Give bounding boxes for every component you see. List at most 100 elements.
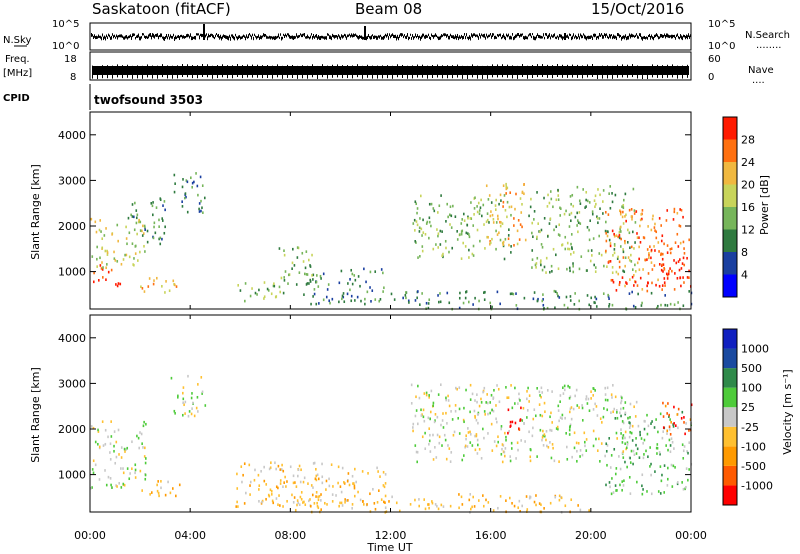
echo-cell [471, 444, 474, 447]
sky-sample [563, 36, 564, 39]
echo-cell [442, 426, 445, 429]
echo-cell [650, 492, 653, 496]
echo-cell [486, 235, 488, 239]
echo-cell [586, 402, 589, 405]
sky-sample [605, 33, 606, 38]
sky-sample [173, 33, 174, 37]
echo-cell [568, 213, 571, 216]
echo-cell [624, 239, 626, 243]
echo-cell [663, 277, 666, 280]
echo-cell [317, 506, 320, 510]
echo-cell [156, 489, 159, 493]
echo-cell [569, 395, 572, 399]
sky-sample [374, 35, 375, 39]
echo-cell [605, 249, 607, 253]
echo-cell [660, 479, 663, 483]
echo-cell [109, 458, 112, 461]
sky-sample [309, 36, 310, 40]
sky-sample [487, 35, 488, 39]
echo-cell [602, 292, 605, 295]
echo-cell [589, 219, 592, 223]
echo-cell [665, 444, 667, 447]
echo-cell [155, 206, 158, 209]
echo-cell [624, 430, 627, 434]
echo-cell [567, 384, 569, 388]
echo-cell [486, 401, 489, 405]
echo-cell [624, 241, 626, 245]
echo-cell [624, 401, 627, 404]
echo-cell [510, 245, 512, 248]
echo-cell [437, 393, 440, 396]
sky-sample [226, 35, 227, 39]
echo-cell [597, 221, 599, 225]
freq-sample [587, 64, 588, 78]
sky-sample [625, 34, 626, 38]
echo-cell [160, 486, 162, 490]
echo-cell [428, 427, 431, 430]
echo-cell [630, 253, 632, 257]
echo-cell [270, 292, 273, 296]
sky-trace [91, 24, 691, 41]
echo-cell [144, 228, 146, 231]
echo-cell [490, 393, 493, 397]
echo-cell [284, 475, 286, 479]
echo-cell [174, 412, 176, 415]
echo-cell [133, 263, 135, 267]
freq-sample [192, 65, 193, 79]
echo-cell [641, 301, 643, 305]
echo-cell [286, 499, 288, 503]
echo-cell [145, 422, 147, 426]
echo-cell [420, 408, 422, 412]
echo-cell [628, 435, 631, 439]
echo-cell [487, 412, 489, 416]
echo-cell [303, 476, 306, 480]
echo-cell [470, 217, 473, 220]
sky-sample [314, 36, 315, 39]
echo-cell [544, 410, 546, 414]
echo-cell [499, 220, 501, 224]
freq-sample [507, 64, 508, 78]
sky-sample [256, 36, 257, 40]
sky-sample [330, 35, 331, 40]
sky-sample [265, 34, 266, 37]
freq-sample [217, 65, 218, 79]
echo-cell [670, 420, 672, 424]
echo-cell [685, 467, 688, 470]
echo-cell [536, 235, 538, 239]
echo-cell [418, 226, 421, 230]
sky-sample [453, 35, 454, 39]
echo-cell [522, 406, 525, 410]
echo-cell [555, 427, 558, 430]
echo-cell [669, 247, 672, 251]
echo-cell [320, 277, 322, 280]
colorbar-tick-label: -1000 [741, 479, 773, 492]
echo-cell [133, 215, 135, 219]
echo-cell [570, 233, 573, 236]
freq-sample [687, 64, 688, 78]
echo-cell [654, 470, 656, 473]
echo-cell [588, 303, 591, 307]
echo-cell [590, 390, 592, 393]
echo-cell [463, 454, 465, 457]
echo-cell [504, 237, 507, 241]
echo-cell [646, 284, 648, 288]
sky-sample [301, 34, 302, 38]
echo-cell [658, 263, 661, 266]
echo-cell [465, 290, 467, 294]
freq-sample [362, 65, 363, 79]
echo-cell [315, 467, 317, 471]
freq-sample [602, 65, 603, 79]
sky-sample [210, 33, 211, 38]
echo-cell [139, 220, 142, 224]
freq-sample [452, 65, 453, 79]
echo-cell [663, 242, 665, 246]
echo-cell [680, 267, 683, 270]
echo-cell [270, 493, 273, 496]
echo-cell [557, 427, 559, 431]
freq-sample [352, 65, 353, 79]
echo-cell [258, 499, 260, 503]
sky-sample [635, 34, 636, 38]
echo-cell [472, 254, 475, 257]
echo-cell [283, 481, 285, 484]
echo-cell [457, 416, 459, 420]
